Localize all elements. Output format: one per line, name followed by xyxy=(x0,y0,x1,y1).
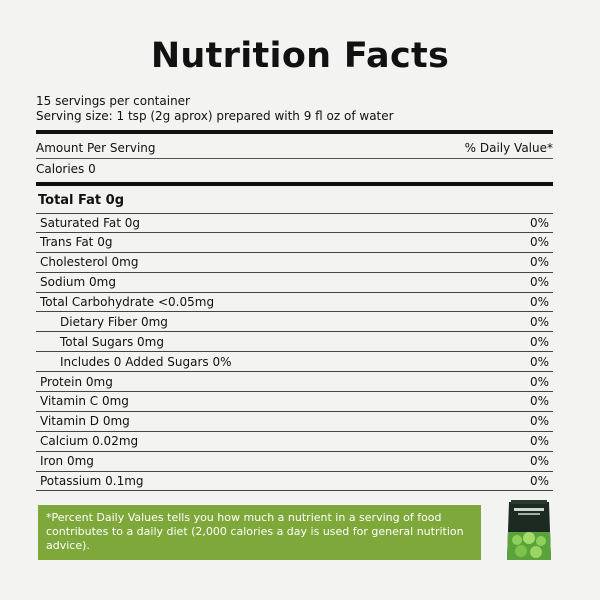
nutrient-daily-value: 0% xyxy=(529,334,549,349)
nutrient-row: Sodium 0mg 0% xyxy=(36,273,553,293)
label-title: Nutrition Facts xyxy=(150,36,450,76)
nutrient-daily-value: 0% xyxy=(529,235,549,250)
nutrient-daily-value: 0% xyxy=(529,215,549,230)
nutrient-row: Protein 0mg 0% xyxy=(36,372,553,393)
nutrient-daily-value: 0% xyxy=(529,314,549,329)
nutrient-label: Iron 0mg xyxy=(40,454,94,469)
nutrient-row: Total Carbohydrate <0.05mg 0% xyxy=(36,293,553,313)
nutrient-row: Total Sugars 0mg 0% xyxy=(36,332,553,353)
nutrient-row: Iron 0mg 0% xyxy=(36,452,553,472)
total-fat: Total Fat 0g xyxy=(38,193,125,208)
nutrient-label: Vitamin D 0mg xyxy=(40,414,130,429)
nutrient-rows: Saturated Fat 0g 0% Trans Fat 0g 0% Choleste… xyxy=(36,213,553,492)
product-bag-icon xyxy=(507,500,551,560)
calories-row: Calories 0 xyxy=(36,162,553,176)
nutrient-label: Sodium 0mg xyxy=(40,275,116,290)
nutrient-label: Total Carbohydrate <0.05mg xyxy=(40,295,215,309)
nutrient-label: Saturated Fat 0g xyxy=(40,215,141,230)
divider-thick-top xyxy=(36,130,553,134)
calories: Calories 0 xyxy=(36,162,96,176)
nutrient-daily-value: 0% xyxy=(529,275,549,290)
nutrient-label: Trans Fat 0g xyxy=(40,235,113,250)
nutrient-label: Calcium 0.02mg xyxy=(40,434,139,449)
servings-per-container: 15 servings per container xyxy=(36,94,190,108)
nutrient-label: Potassium 0.1mg xyxy=(40,474,144,489)
nutrient-row: Calcium 0.02mg 0% xyxy=(36,432,553,452)
nutrient-daily-value: 0% xyxy=(529,474,549,489)
nutrient-label: Total Sugars 0mg xyxy=(60,334,164,349)
nutrient-daily-value: 0% xyxy=(529,295,549,309)
nutrient-label: Cholesterol 0mg xyxy=(40,255,139,270)
nutrient-label: Dietary Fiber 0mg xyxy=(60,314,168,329)
nutrient-daily-value: 0% xyxy=(529,394,549,409)
divider-thick-bottom xyxy=(36,182,553,186)
nutrient-daily-value: 0% xyxy=(529,255,549,270)
nutrient-label: Vitamin C 0mg xyxy=(40,394,129,409)
nutrient-row: Vitamin D 0mg 0% xyxy=(36,412,553,432)
serving-size: Serving size: 1 tsp (2g aprox) prepared … xyxy=(36,109,394,123)
nutrient-row: Potassium 0.1mg 0% xyxy=(36,472,553,492)
nutrient-daily-value: 0% xyxy=(529,454,549,469)
nutrient-daily-value: 0% xyxy=(529,414,549,429)
nutrient-daily-value: 0% xyxy=(529,434,549,449)
nutrient-row: Vitamin C 0mg 0% xyxy=(36,392,553,412)
nutrient-row: Trans Fat 0g 0% xyxy=(36,233,553,253)
nutrient-row: Includes 0 Added Sugars 0% 0% xyxy=(36,352,553,373)
footnote-box: *Percent Daily Values tells you how much… xyxy=(38,505,481,560)
divider-thin xyxy=(36,158,553,159)
amount-per-serving: Amount Per Serving xyxy=(36,141,156,155)
nutrient-label: Protein 0mg xyxy=(40,374,113,389)
nutrient-daily-value: 0% xyxy=(529,354,549,369)
amount-header: Amount Per Serving % Daily Value* xyxy=(36,141,553,155)
nutrient-row: Cholesterol 0mg 0% xyxy=(36,253,553,273)
daily-value-header: % Daily Value* xyxy=(464,141,553,155)
nutrient-label: Includes 0 Added Sugars 0% xyxy=(60,354,232,369)
footnote-text: *Percent Daily Values tells you how much… xyxy=(46,511,464,552)
nutrient-daily-value: 0% xyxy=(529,374,549,389)
nutrient-row: Saturated Fat 0g 0% xyxy=(36,213,553,233)
nutrient-row: Dietary Fiber 0mg 0% xyxy=(36,312,553,333)
